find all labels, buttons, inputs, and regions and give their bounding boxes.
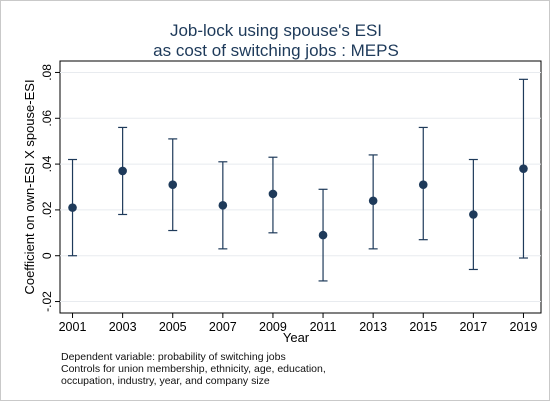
x-tick-label: 2009: [259, 320, 287, 334]
grid-lines: [60, 71, 541, 303]
data-point: [268, 189, 278, 199]
y-tick-label: .02: [40, 201, 54, 218]
data-point: [118, 166, 127, 176]
data-point: [168, 180, 178, 190]
data-marks: [68, 78, 528, 282]
footnote-line-2: Controls for union membership, ethnicity…: [61, 363, 326, 375]
chart-title-line-2: as cost of switching jobs : MEPS: [153, 41, 399, 60]
footnote-line-1: Dependent variable: probability of switc…: [61, 351, 286, 363]
x-tick-label: 2003: [109, 320, 137, 334]
x-tick-label: 2015: [409, 320, 437, 334]
x-tick-label: 2011: [310, 320, 337, 334]
data-point: [68, 203, 77, 212]
y-tick-label: -.02: [40, 291, 54, 312]
x-axis-label: Year: [283, 330, 310, 345]
x-tick-label: 2013: [359, 320, 387, 334]
x-tick-label: 2005: [159, 320, 187, 334]
footnote-line-3: occupation, industry, year, and company …: [61, 375, 270, 387]
data-point: [368, 196, 378, 206]
data-point: [218, 201, 228, 210]
data-point: [418, 180, 428, 190]
data-point: [318, 230, 328, 240]
x-tick-label: 2001: [59, 320, 87, 334]
y-tick-label: 0: [40, 252, 54, 259]
data-point: [469, 210, 478, 219]
y-tick-label: .04: [40, 155, 54, 172]
x-tick-label: 2017: [459, 320, 487, 334]
axes: -.02 0 .02 .04 .06 .08 2001 2003 2005 2007 2009 201…: [40, 64, 537, 334]
data-point: [519, 164, 528, 173]
plot-area: [59, 60, 542, 314]
y-tick-label: .06: [40, 110, 54, 127]
y-tick-label: .08: [40, 64, 54, 81]
x-tick-label: 2007: [209, 320, 237, 334]
chart-title-line-1: Job-lock using spouse's ESI: [169, 21, 383, 40]
y-axis-label: Coefficient on own-ESI X spouse-ESI: [22, 79, 37, 294]
x-tick-label: 2019: [510, 320, 538, 334]
